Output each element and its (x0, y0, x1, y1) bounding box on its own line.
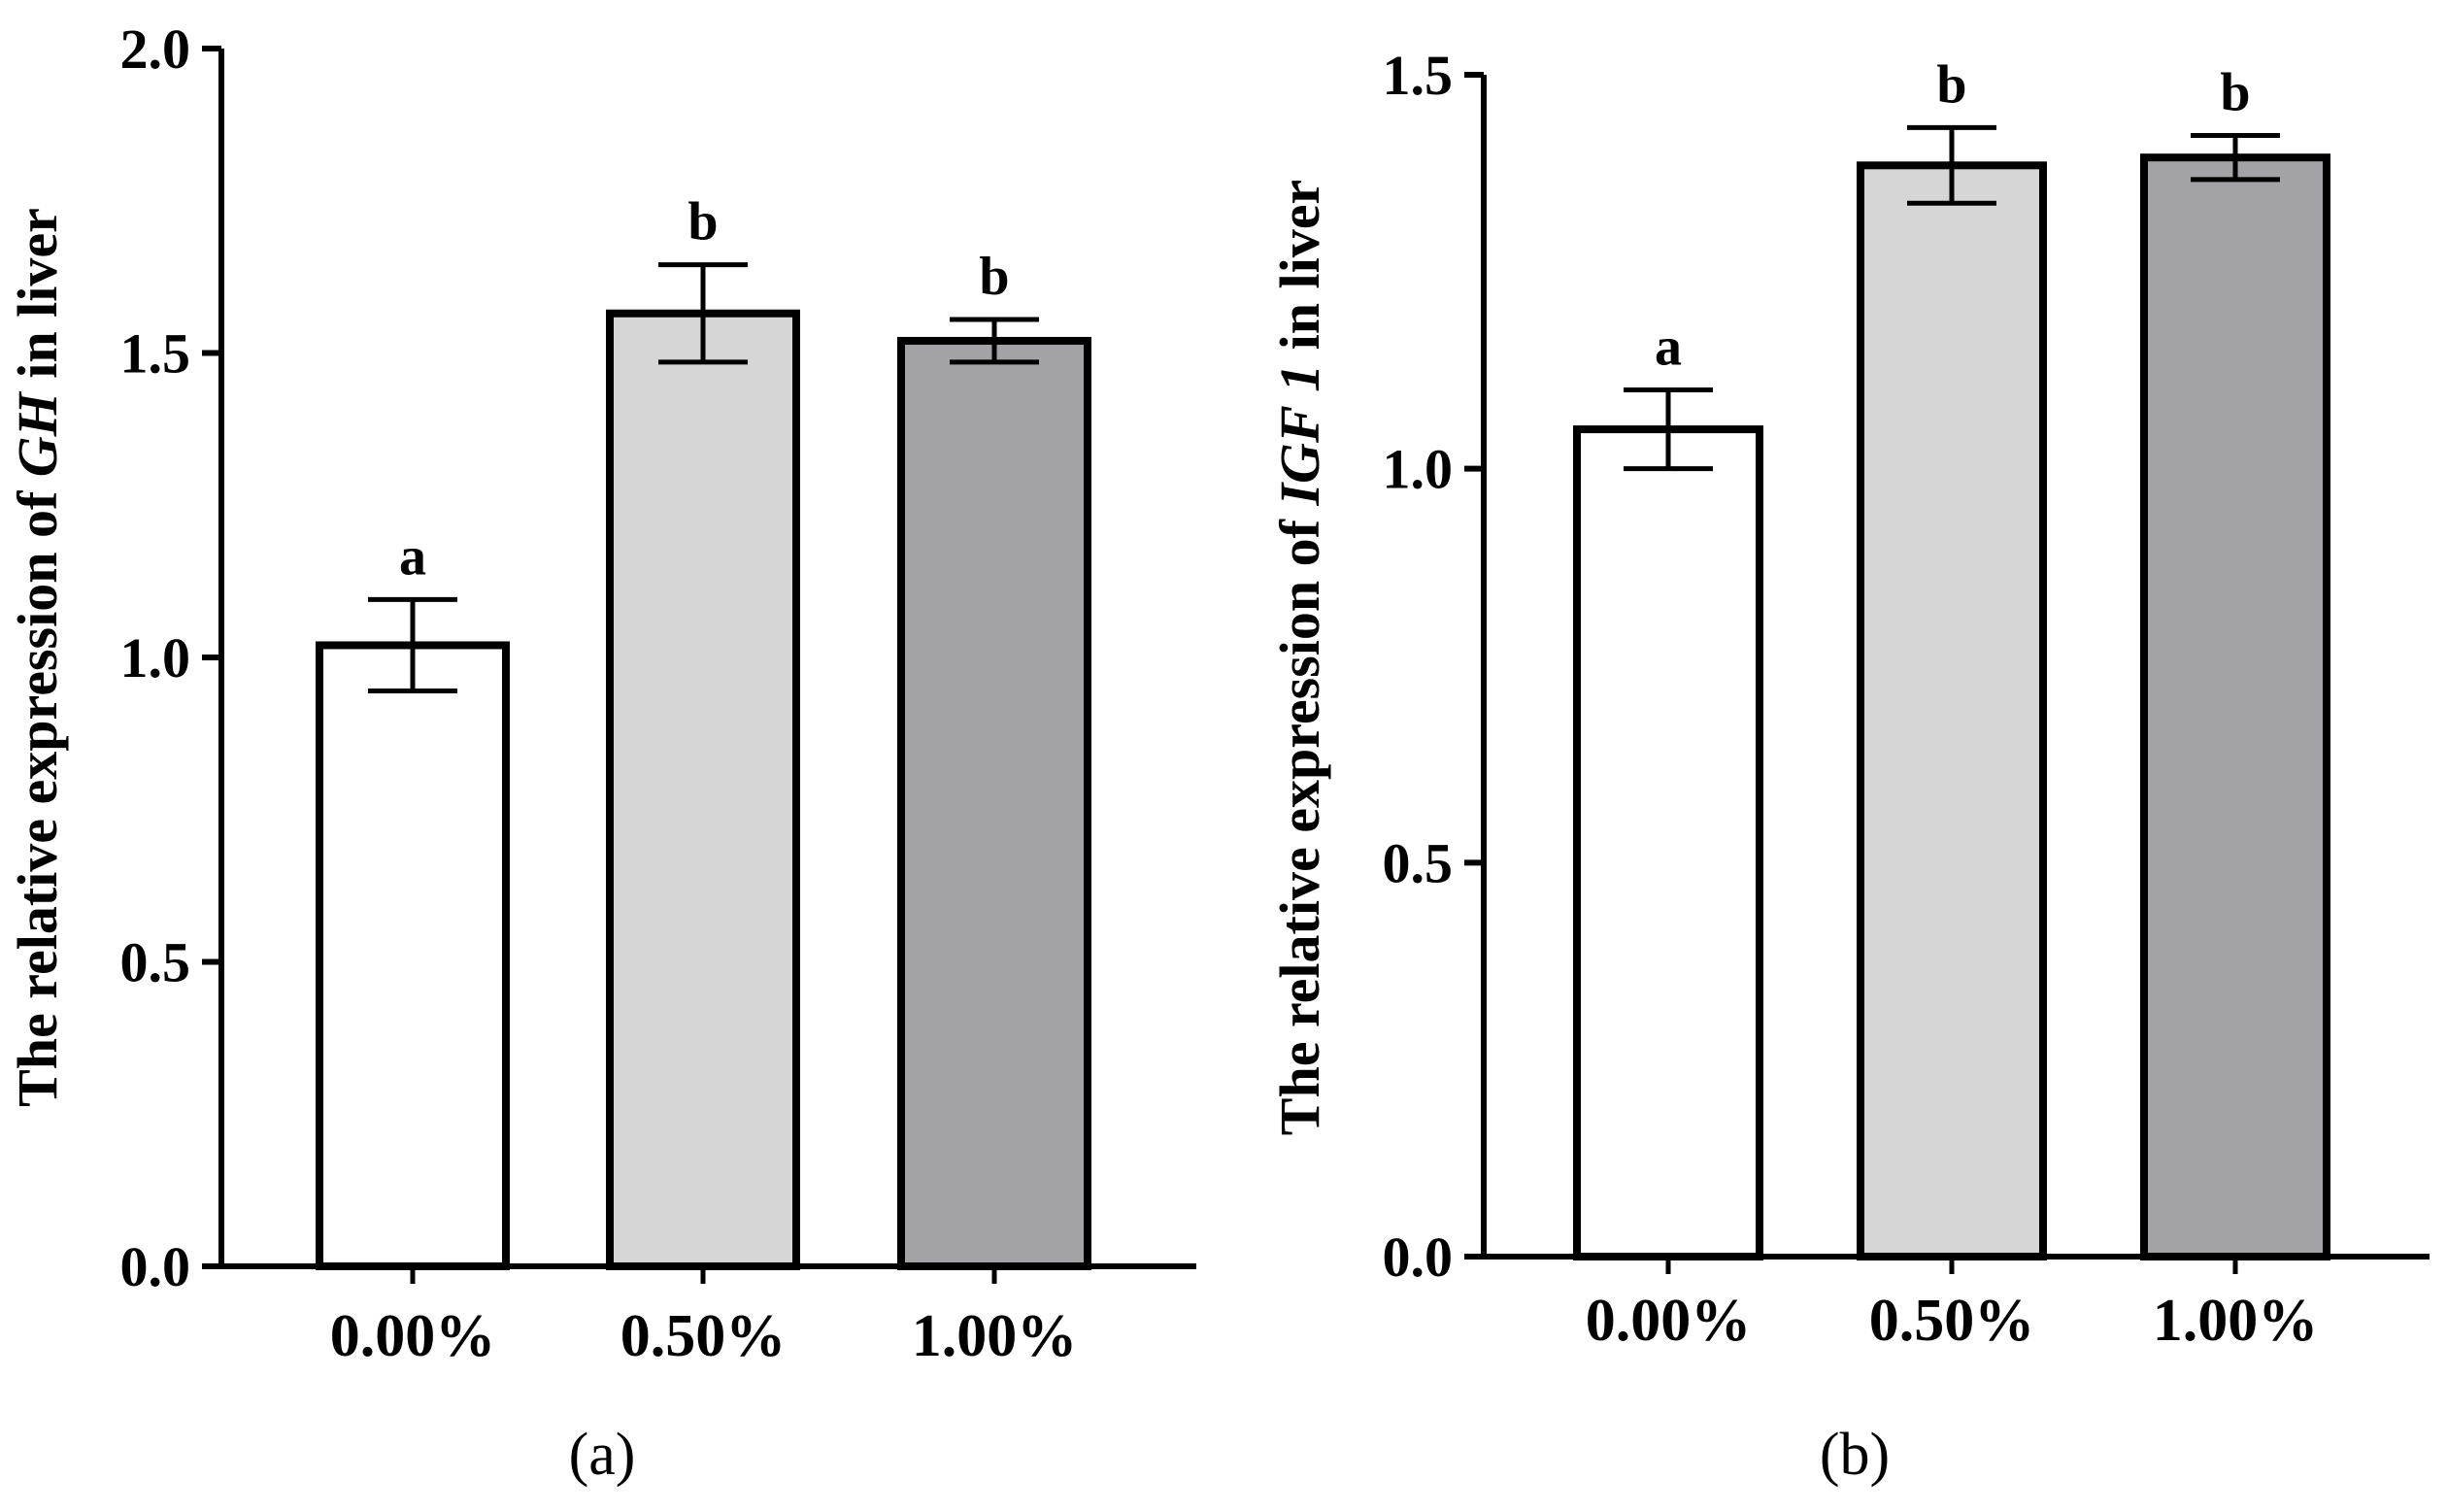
bar-0.50% (606, 309, 800, 1270)
bar-1.00% (2140, 153, 2330, 1261)
y-axis-title-suffix: in liver (6, 208, 69, 392)
y-axis-title-gene: IGF 1 (1268, 364, 1331, 507)
y-tick-label: 0.5 (1383, 831, 1454, 894)
bar-1.00% (897, 336, 1091, 1270)
y-tick-label: 1.5 (120, 322, 191, 386)
panel-a-gh-chart: a 0.00% b 0.50% b 1.00% 0.0 0.5 1.0 1.5 2.0 The rel… (6, 17, 1196, 1488)
y-axis-title-prefix: The relative expression of (1268, 506, 1331, 1136)
y-axis-title: The relative expression of GH in liver (6, 208, 69, 1107)
bar-0.00% (316, 641, 510, 1270)
x-tick-label: 0.50% (1869, 1288, 2035, 1354)
y-tick-label: 1.0 (120, 626, 191, 689)
bar-0.50% (1857, 161, 2047, 1260)
y-tick-label: 2.0 (120, 17, 191, 81)
y-axis-title-prefix: The relative expression of (6, 477, 69, 1107)
panel-label: (a) (569, 1422, 636, 1488)
y-tick-label: 0.5 (120, 931, 191, 994)
significance-label: b (979, 247, 1009, 307)
significance-label: b (2220, 62, 2250, 122)
significance-label: b (687, 192, 718, 252)
significance-label: a (399, 526, 426, 587)
y-tick-label: 1.0 (1383, 438, 1454, 501)
x-tick-label: 1.00% (2153, 1288, 2319, 1354)
x-tick-label: 0.00% (330, 1303, 496, 1369)
panel-label: (b) (1820, 1422, 1890, 1488)
x-tick-label: 1.00% (912, 1303, 1078, 1369)
y-tick-label: 0.0 (1383, 1226, 1454, 1289)
significance-label: b (1936, 54, 1966, 115)
significance-label: a (1655, 318, 1682, 378)
y-tick-label: 0.0 (120, 1235, 191, 1298)
y-axis-title: The relative expression of IGF 1 in live… (1268, 180, 1331, 1135)
y-axis-title-suffix: in liver (1268, 180, 1331, 364)
x-tick-label: 0.50% (620, 1303, 787, 1369)
y-axis-title-gene: GH (6, 390, 69, 477)
bar-0.00% (1573, 425, 1763, 1261)
y-tick-label: 1.5 (1383, 44, 1454, 107)
x-tick-label: 0.00% (1586, 1288, 1752, 1354)
panel-b-igf1-chart: a 0.00% b 0.50% b 1.00% 0.0 0.5 1.0 1.5 The relati… (1268, 44, 2430, 1488)
